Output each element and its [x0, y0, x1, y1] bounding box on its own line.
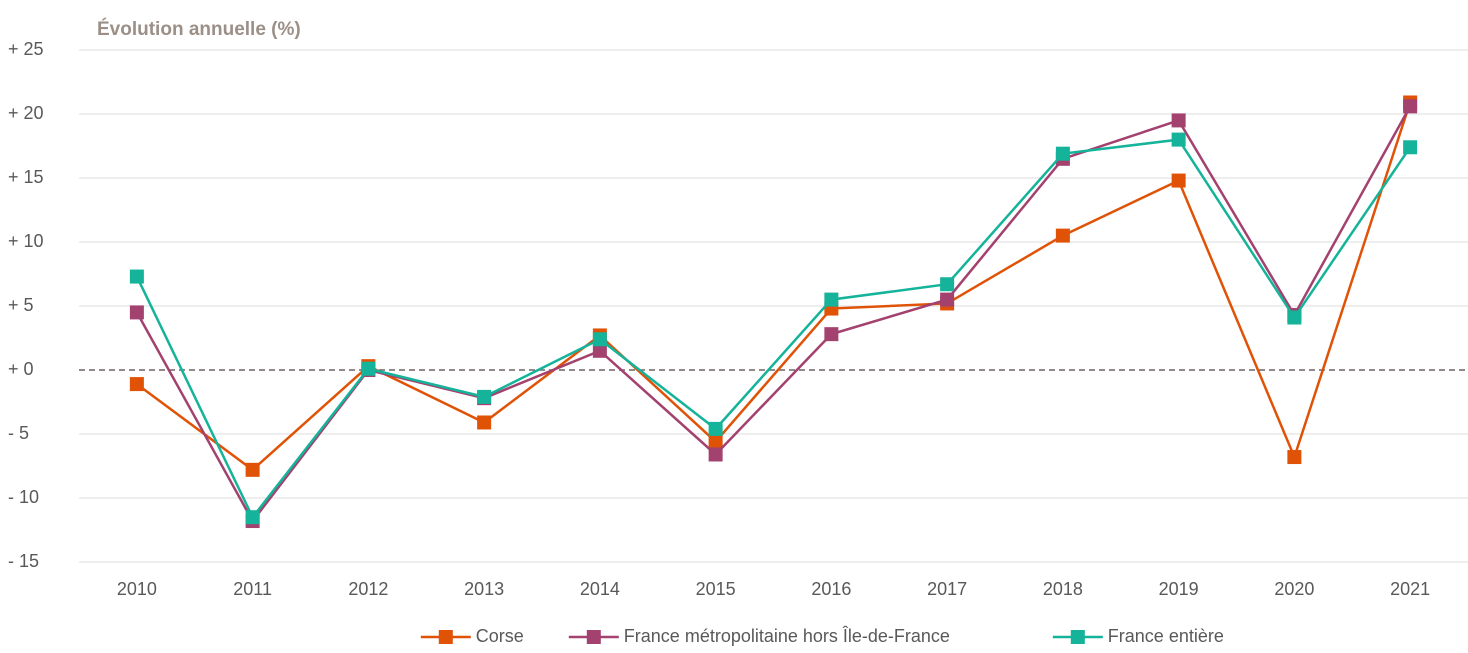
- point: [129, 305, 144, 320]
- x-tick-label: 2016: [811, 579, 851, 599]
- point: [708, 434, 723, 449]
- point: [1287, 450, 1302, 465]
- y-tick-label: + 20: [8, 103, 44, 123]
- point: [1055, 228, 1070, 243]
- legend-label: France métropolitaine hors Île-de-France: [624, 626, 950, 646]
- legend-marker: [438, 630, 453, 644]
- point: [1403, 140, 1418, 155]
- point: [361, 361, 376, 376]
- y-tick-label: - 5: [8, 423, 29, 443]
- point: [940, 292, 955, 307]
- x-tick-label: 2017: [927, 579, 967, 599]
- point: [1403, 99, 1418, 114]
- x-tick-label: 2013: [464, 579, 504, 599]
- point: [1055, 146, 1070, 161]
- x-tick-label: 2012: [348, 579, 388, 599]
- y-tick-label: + 0: [8, 359, 34, 379]
- point: [129, 269, 144, 284]
- point: [940, 277, 955, 292]
- x-tick-label: 2014: [580, 579, 620, 599]
- x-tick-label: 2010: [117, 579, 157, 599]
- x-tick-label: 2020: [1274, 579, 1314, 599]
- point: [245, 462, 260, 477]
- legend-marker: [1070, 630, 1085, 644]
- point: [129, 377, 144, 392]
- y-tick-label: - 15: [8, 551, 39, 571]
- point: [708, 447, 723, 462]
- y-tick-label: + 5: [8, 295, 34, 315]
- legend-label: France entière: [1108, 626, 1224, 646]
- x-tick-label: 2018: [1043, 579, 1083, 599]
- point: [824, 292, 839, 307]
- x-tick-label: 2019: [1159, 579, 1199, 599]
- point: [708, 421, 723, 436]
- y-tick-label: + 25: [8, 39, 44, 59]
- point: [1287, 310, 1302, 325]
- x-tick-label: 2021: [1390, 579, 1430, 599]
- y-tick-label: + 15: [8, 167, 44, 187]
- series-line: [135, 105, 1412, 524]
- point: [1171, 113, 1186, 128]
- y-tick-label: + 10: [8, 231, 44, 251]
- legend-label: Corse: [476, 626, 524, 646]
- y-tick-label: - 10: [8, 487, 39, 507]
- series-line: [136, 102, 1412, 472]
- point: [1171, 132, 1186, 147]
- point: [477, 389, 492, 404]
- series-line: [135, 138, 1412, 520]
- point: [824, 327, 839, 342]
- point: [1171, 173, 1186, 188]
- x-tick-label: 2015: [696, 579, 736, 599]
- point: [592, 343, 607, 358]
- point: [592, 332, 607, 347]
- x-tick-label: 2011: [233, 579, 272, 599]
- point: [477, 415, 492, 430]
- chart-title: Évolution annuelle (%): [97, 18, 301, 40]
- legend-marker: [586, 630, 601, 644]
- point: [245, 510, 260, 525]
